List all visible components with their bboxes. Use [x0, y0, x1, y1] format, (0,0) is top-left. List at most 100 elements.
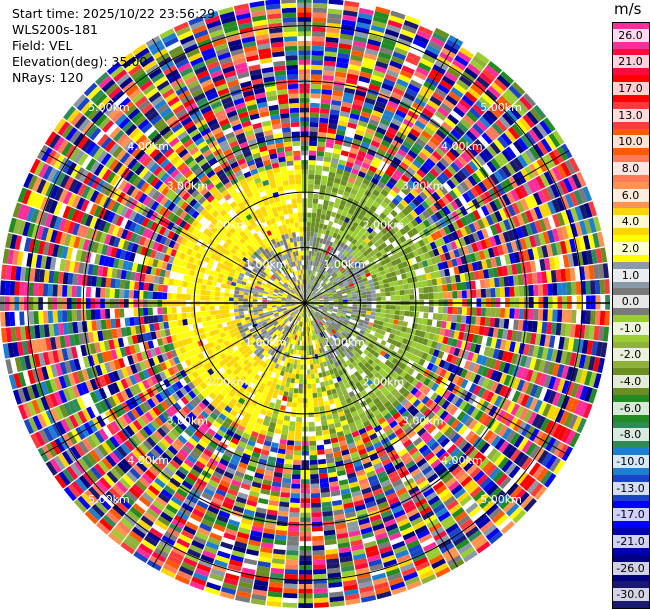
velocity-cell	[312, 559, 326, 565]
velocity-cell	[297, 393, 303, 399]
velocity-cell	[311, 31, 326, 37]
velocity-cell	[528, 285, 534, 297]
velocity-cell	[282, 424, 289, 431]
velocity-cell	[321, 258, 326, 265]
velocity-cell	[448, 90, 461, 102]
velocity-cell	[375, 196, 383, 205]
velocity-cell	[362, 205, 370, 213]
velocity-cell	[418, 311, 424, 319]
velocity-cell	[310, 275, 314, 281]
velocity-cell	[504, 286, 510, 297]
velocity-cell	[426, 44, 441, 56]
velocity-cell	[371, 74, 384, 83]
velocity-cell	[473, 79, 487, 93]
velocity-cell	[433, 292, 439, 300]
velocity-cell	[355, 154, 365, 162]
velocity-cell	[337, 47, 351, 55]
velocity-cell	[363, 243, 370, 251]
velocity-cell	[384, 239, 392, 246]
velocity-cell	[399, 227, 407, 236]
velocity-cell	[528, 128, 540, 143]
velocity-cell	[352, 163, 361, 171]
velocity-cell	[429, 95, 442, 107]
velocity-cell	[325, 32, 340, 39]
velocity-cell	[418, 287, 424, 294]
velocity-cell	[363, 230, 371, 238]
velocity-cell	[452, 186, 462, 198]
velocity-cell	[328, 231, 334, 237]
velocity-cell	[381, 227, 389, 235]
velocity-cell	[487, 85, 501, 99]
velocity-cell	[280, 492, 291, 498]
velocity-cell	[348, 242, 355, 249]
velocity-cell	[403, 195, 412, 205]
velocity-cell	[306, 364, 311, 370]
velocity-cell	[312, 286, 316, 292]
velocity-cell	[412, 124, 424, 134]
velocity-cell	[379, 212, 387, 220]
velocity-cell	[476, 307, 482, 317]
velocity-cell	[322, 270, 327, 276]
velocity-cell	[312, 293, 317, 298]
velocity-cell	[339, 225, 346, 232]
velocity-cell	[428, 292, 434, 300]
velocity-cell	[298, 350, 302, 356]
velocity-cell	[412, 159, 423, 169]
velocity-cell	[356, 175, 364, 183]
velocity-cell	[291, 478, 301, 485]
velocity-cell	[384, 28, 400, 38]
velocity-cell	[547, 283, 553, 296]
velocity-cell	[289, 512, 300, 518]
velocity-cell	[382, 78, 396, 87]
velocity-cell	[439, 79, 453, 91]
velocity-cell	[387, 19, 403, 29]
velocity-cell	[326, 225, 332, 232]
velocity-cell	[334, 71, 347, 78]
velocity-cell	[478, 96, 492, 109]
velocity-cell	[343, 5, 359, 13]
velocity-cell	[313, 287, 318, 293]
velocity-cell	[446, 314, 453, 322]
velocity-cell	[286, 440, 295, 446]
velocity-cell	[421, 130, 432, 140]
velocity-cell	[416, 93, 429, 104]
velocity-cell	[339, 273, 345, 279]
velocity-cell	[312, 550, 325, 556]
velocity-cell	[399, 219, 407, 228]
velocity-cell	[324, 286, 330, 291]
velocity-cell	[310, 369, 315, 375]
velocity-cell	[322, 395, 329, 402]
velocity-cell	[508, 106, 522, 120]
velocity-cell	[315, 425, 322, 432]
velocity-cell	[309, 450, 317, 456]
velocity-cell	[439, 102, 453, 114]
velocity-cell	[322, 204, 328, 211]
velocity-cell	[342, 10, 358, 17]
velocity-cell	[438, 292, 444, 299]
velocity-cell	[480, 288, 487, 298]
velocity-cell	[283, 583, 298, 589]
velocity-cell	[447, 306, 453, 314]
velocity-cell	[391, 173, 401, 182]
velocity-cell	[384, 287, 390, 293]
velocity-cell	[373, 219, 381, 227]
velocity-cell	[329, 216, 335, 223]
velocity-cell	[389, 160, 399, 170]
velocity-cell	[328, 303, 334, 306]
velocity-cell	[285, 554, 299, 561]
velocity-cell	[279, 496, 290, 503]
velocity-cell	[286, 540, 299, 546]
velocity-cell	[337, 124, 347, 132]
velocity-cell	[319, 263, 324, 269]
velocity-cell	[312, 203, 318, 209]
velocity-cell	[343, 303, 348, 307]
velocity-cell	[318, 242, 323, 249]
velocity-cell	[442, 98, 456, 110]
velocity-cell	[312, 7, 327, 14]
velocity-cell	[409, 79, 423, 89]
velocity-cell	[298, 388, 303, 394]
velocity-cell	[306, 294, 309, 299]
velocity-cell	[344, 186, 352, 193]
velocity-cell	[409, 128, 421, 138]
velocity-cell	[475, 316, 481, 326]
